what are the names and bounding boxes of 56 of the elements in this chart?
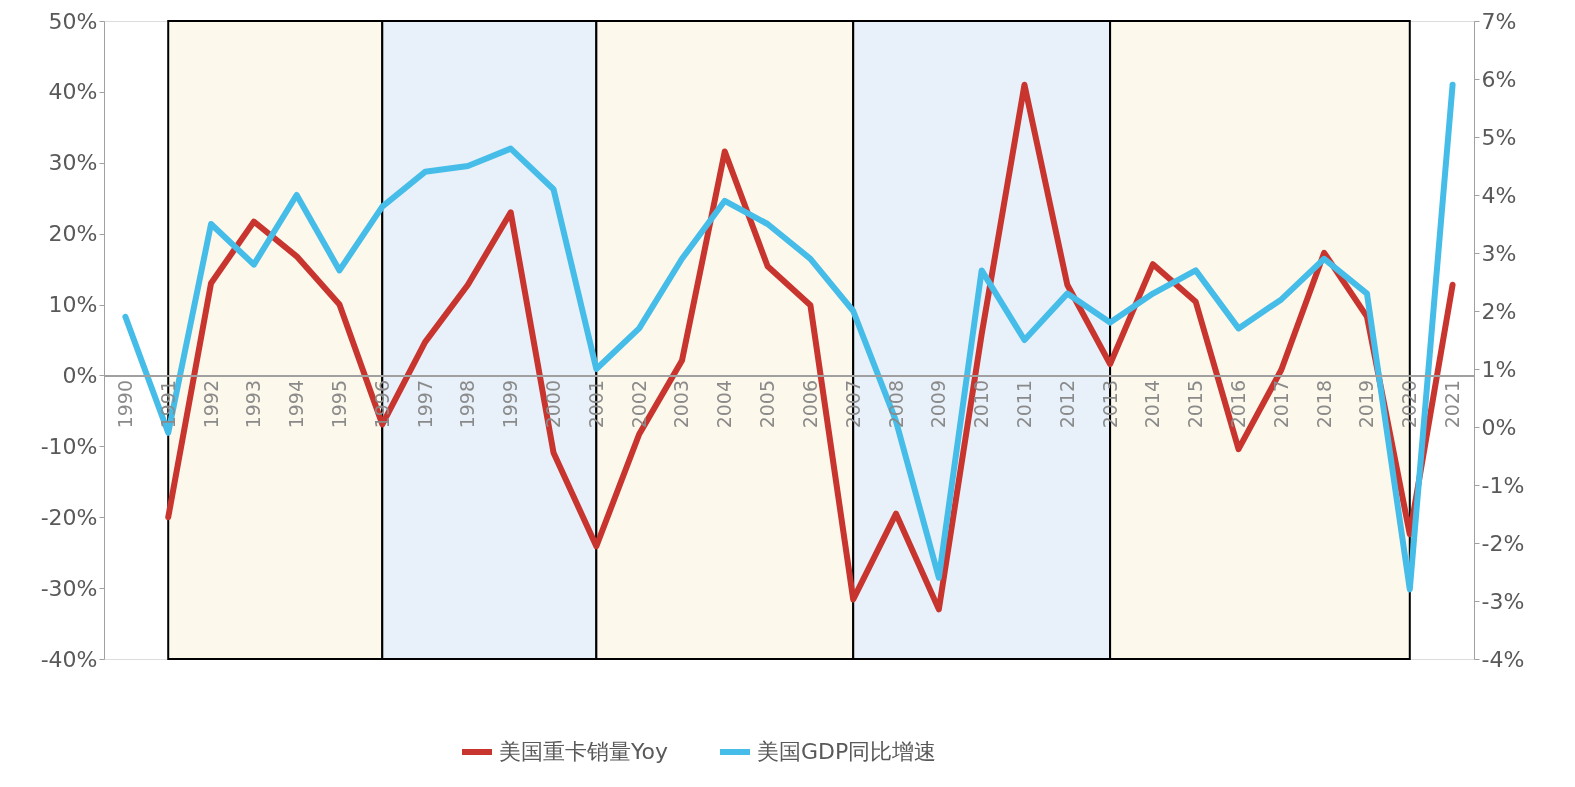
x-tick-label: 2020 — [1398, 379, 1421, 429]
x-tick-label: 1999 — [499, 379, 522, 429]
x-tick-label: 1998 — [456, 379, 479, 429]
x-tick-label: 2002 — [627, 379, 650, 429]
y2-tick-label: -1% — [1481, 472, 1525, 498]
y2-tick-label: 0% — [1481, 414, 1517, 440]
y-tick-label: 30% — [48, 150, 98, 176]
x-tick-label: 1997 — [413, 379, 436, 429]
x-tick-label: 2018 — [1312, 379, 1335, 429]
legend-label: 美国GDP同比增速 — [757, 739, 937, 764]
x-tick-label: 2014 — [1141, 379, 1164, 429]
y-tick-label: -40% — [40, 646, 98, 672]
legend-label: 美国重卡销量Yoy — [499, 739, 668, 764]
x-tick-label: 1993 — [242, 379, 265, 429]
y-tick-label: -30% — [40, 575, 98, 601]
y-tick-label: 10% — [48, 292, 98, 318]
y2-tick-label: -3% — [1481, 588, 1525, 614]
x-tick-label: 2009 — [927, 379, 950, 429]
y2-tick-label: 5% — [1481, 124, 1517, 150]
x-tick-label: 2017 — [1269, 379, 1292, 429]
y-tick-label: 20% — [48, 221, 98, 247]
y-tick-label: 40% — [48, 79, 98, 105]
x-tick-label: 2010 — [970, 379, 993, 429]
x-tick-label: 2019 — [1355, 379, 1378, 429]
x-tick-label: 2013 — [1098, 379, 1121, 429]
y2-tick-label: 7% — [1481, 8, 1517, 34]
x-tick-label: 2003 — [670, 379, 693, 429]
x-tick-label: 2000 — [542, 379, 565, 429]
y-tick-label: 0% — [62, 362, 98, 388]
y-tick-label: 50% — [48, 8, 98, 34]
x-tick-label: 1991 — [156, 379, 179, 429]
x-tick-label: 2001 — [584, 379, 607, 429]
y2-tick-label: -4% — [1481, 646, 1525, 672]
x-tick-label: 2021 — [1441, 379, 1464, 429]
x-tick-label: 2007 — [841, 379, 864, 429]
y2-tick-label: 2% — [1481, 298, 1517, 324]
x-tick-label: 2005 — [756, 379, 779, 429]
x-tick-label: 2006 — [798, 379, 821, 429]
x-tick-label: 2012 — [1055, 379, 1078, 429]
y-tick-label: -20% — [40, 504, 98, 530]
x-tick-label: 2016 — [1227, 379, 1250, 429]
x-tick-label: 1996 — [370, 379, 393, 429]
y2-tick-label: 1% — [1481, 356, 1517, 382]
x-tick-label: 1992 — [199, 379, 222, 429]
x-tick-label: 2015 — [1184, 379, 1207, 429]
x-tick-label: 2011 — [1012, 379, 1035, 429]
y2-tick-label: 4% — [1481, 182, 1517, 208]
x-tick-label: 1995 — [327, 379, 350, 429]
x-tick-label: 2008 — [884, 379, 907, 429]
y2-tick-label: -2% — [1481, 530, 1525, 556]
x-tick-label: 1990 — [113, 379, 136, 429]
x-tick-label: 1994 — [285, 379, 308, 429]
y2-tick-label: 6% — [1481, 66, 1517, 92]
x-tick-label: 2004 — [713, 379, 736, 429]
y-tick-label: -10% — [40, 433, 98, 459]
y2-tick-label: 3% — [1481, 240, 1517, 266]
